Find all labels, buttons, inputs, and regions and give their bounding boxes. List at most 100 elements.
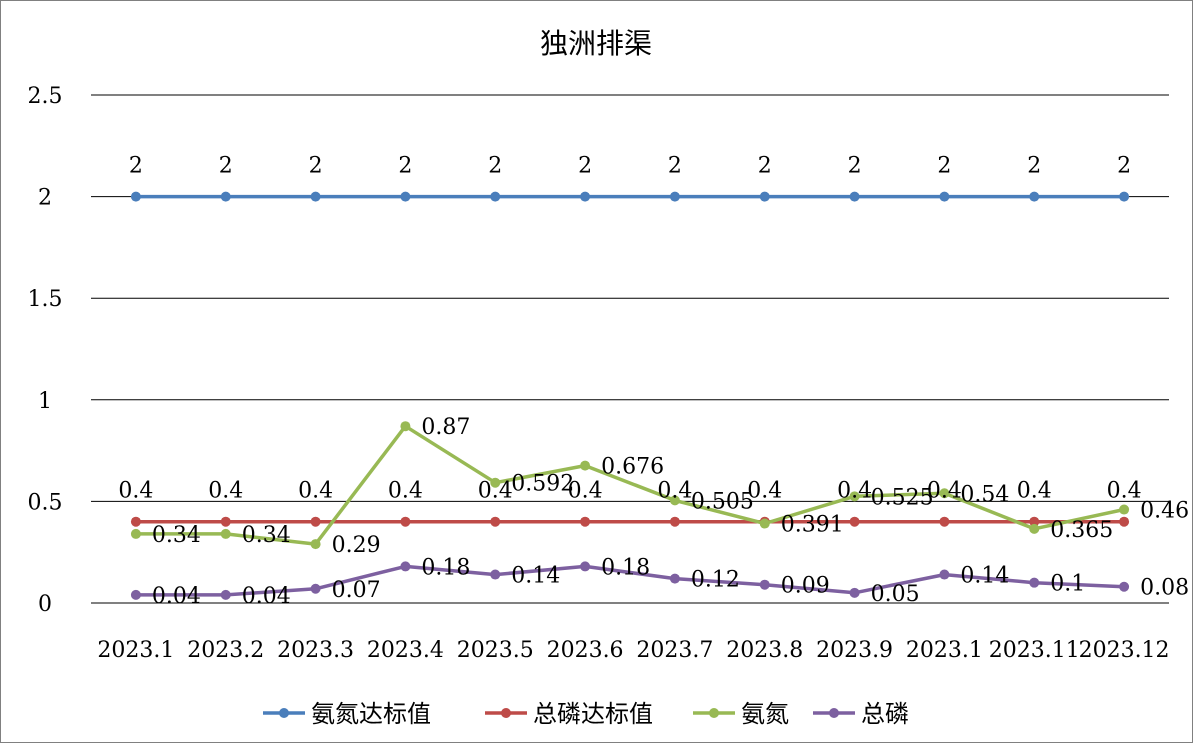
x-axis-ticks: 2023.1 2023.2 2023.3 2023.4 2023.5 2023.6 2023… — [97, 638, 1169, 663]
legend-label: 氨氮达标值 — [311, 700, 431, 728]
x-tick-label: 2023.5 — [457, 638, 534, 663]
x-tick-label: 2023.11 — [989, 638, 1080, 663]
data-label: 2 — [219, 154, 233, 179]
data-point — [400, 191, 411, 202]
data-point — [310, 516, 321, 527]
data-point — [490, 477, 501, 488]
data-label: 0.4 — [478, 479, 513, 504]
data-point — [400, 421, 411, 432]
data-point — [939, 516, 950, 527]
data-label: 0.34 — [242, 523, 291, 548]
y-tick-label: 0.5 — [28, 490, 63, 515]
data-point — [580, 561, 591, 572]
data-point — [759, 579, 770, 590]
data-label: 0.4 — [298, 479, 333, 504]
data-label: 0.676 — [601, 455, 664, 480]
data-label: 2 — [488, 154, 502, 179]
data-label: 0.04 — [242, 584, 291, 609]
legend-marker — [709, 708, 719, 718]
data-label: 0.14 — [511, 564, 560, 589]
data-label: 2 — [848, 154, 862, 179]
data-label: 0.592 — [511, 472, 574, 497]
x-tick-label: 2023.2 — [187, 638, 264, 663]
data-point — [220, 589, 231, 600]
series-layer — [130, 191, 1130, 600]
data-point — [130, 191, 141, 202]
series-line — [135, 424, 1125, 546]
y-tick-label: 0 — [38, 592, 52, 617]
data-label: 0.505 — [691, 489, 754, 514]
data-label: 0.08 — [1140, 576, 1189, 601]
legend-label: 总磷 — [861, 700, 909, 728]
x-tick-label: 2023.9 — [816, 638, 893, 663]
data-point — [400, 516, 411, 527]
data-point — [669, 573, 680, 584]
data-point — [130, 528, 141, 539]
data-point — [1029, 191, 1040, 202]
y-axis-ticks: 0 0.5 1 1.5 2 2.5 — [28, 84, 63, 617]
series-line — [135, 564, 1125, 597]
legend-label: 氨氮 — [741, 700, 789, 728]
data-label: 0.46 — [1140, 499, 1189, 524]
data-label: 0.4 — [388, 479, 423, 504]
data-point — [220, 191, 231, 202]
data-label: 0.4 — [118, 479, 153, 504]
data-point — [1119, 516, 1130, 527]
data-label: 2 — [309, 154, 323, 179]
data-point — [849, 587, 860, 598]
x-tick-label: 2023.1 — [906, 638, 983, 663]
y-tick-label: 1 — [38, 389, 52, 414]
data-label: 0.34 — [152, 523, 201, 548]
data-label: 0.4 — [568, 479, 603, 504]
data-point — [310, 583, 321, 594]
data-label: 0.14 — [960, 564, 1009, 589]
data-point — [669, 495, 680, 506]
data-label: 2 — [758, 154, 772, 179]
x-tick-label: 2023.7 — [636, 638, 713, 663]
data-label: 0.04 — [152, 584, 201, 609]
y-tick-label: 2.5 — [28, 84, 63, 109]
x-tick-label: 2023.8 — [726, 638, 803, 663]
data-label: 0.4 — [208, 479, 243, 504]
legend-marker — [279, 708, 289, 718]
x-tick-label: 2023.1 — [97, 638, 174, 663]
data-point — [1119, 504, 1130, 515]
data-label: 0.29 — [332, 533, 381, 558]
data-label: 2 — [937, 154, 951, 179]
data-label: 2 — [1027, 154, 1041, 179]
data-label: 0.4 — [747, 479, 782, 504]
data-point — [400, 561, 411, 572]
x-tick-label: 2023.4 — [367, 638, 444, 663]
data-point — [490, 191, 501, 202]
data-point — [130, 589, 141, 600]
data-point — [490, 516, 501, 527]
data-point — [1119, 191, 1130, 202]
data-label: 0.4 — [927, 479, 962, 504]
data-point — [310, 539, 321, 550]
legend: 氨氮达标值 总磷达标值 氨氮 总磷 — [263, 700, 909, 728]
data-label: 0.391 — [781, 513, 844, 538]
legend-marker — [501, 708, 511, 718]
data-label: 0.1 — [1050, 572, 1085, 597]
data-point — [849, 191, 860, 202]
data-label: 0.07 — [332, 578, 381, 603]
data-point — [1119, 581, 1130, 592]
data-point — [130, 516, 141, 527]
x-tick-label: 2023.12 — [1079, 638, 1170, 663]
data-label: 0.525 — [871, 485, 934, 510]
y-tick-label: 1.5 — [28, 287, 63, 312]
legend-label: 总磷达标值 — [533, 700, 653, 728]
data-point — [759, 191, 770, 202]
data-labels: 2 2 2 2 2 2 2 2 2 2 2 20.4 0.4 0.4 0.4 0.4 0.4 0.4 0.4 0.4 0… — [118, 154, 1189, 609]
data-point — [580, 516, 591, 527]
data-label: 0.87 — [421, 415, 470, 440]
x-tick-label: 2023.6 — [547, 638, 624, 663]
legend-marker — [829, 708, 839, 718]
data-point — [939, 191, 950, 202]
data-point — [1029, 577, 1040, 588]
data-label: 2 — [578, 154, 592, 179]
data-point — [1029, 523, 1040, 534]
data-point — [310, 191, 321, 202]
